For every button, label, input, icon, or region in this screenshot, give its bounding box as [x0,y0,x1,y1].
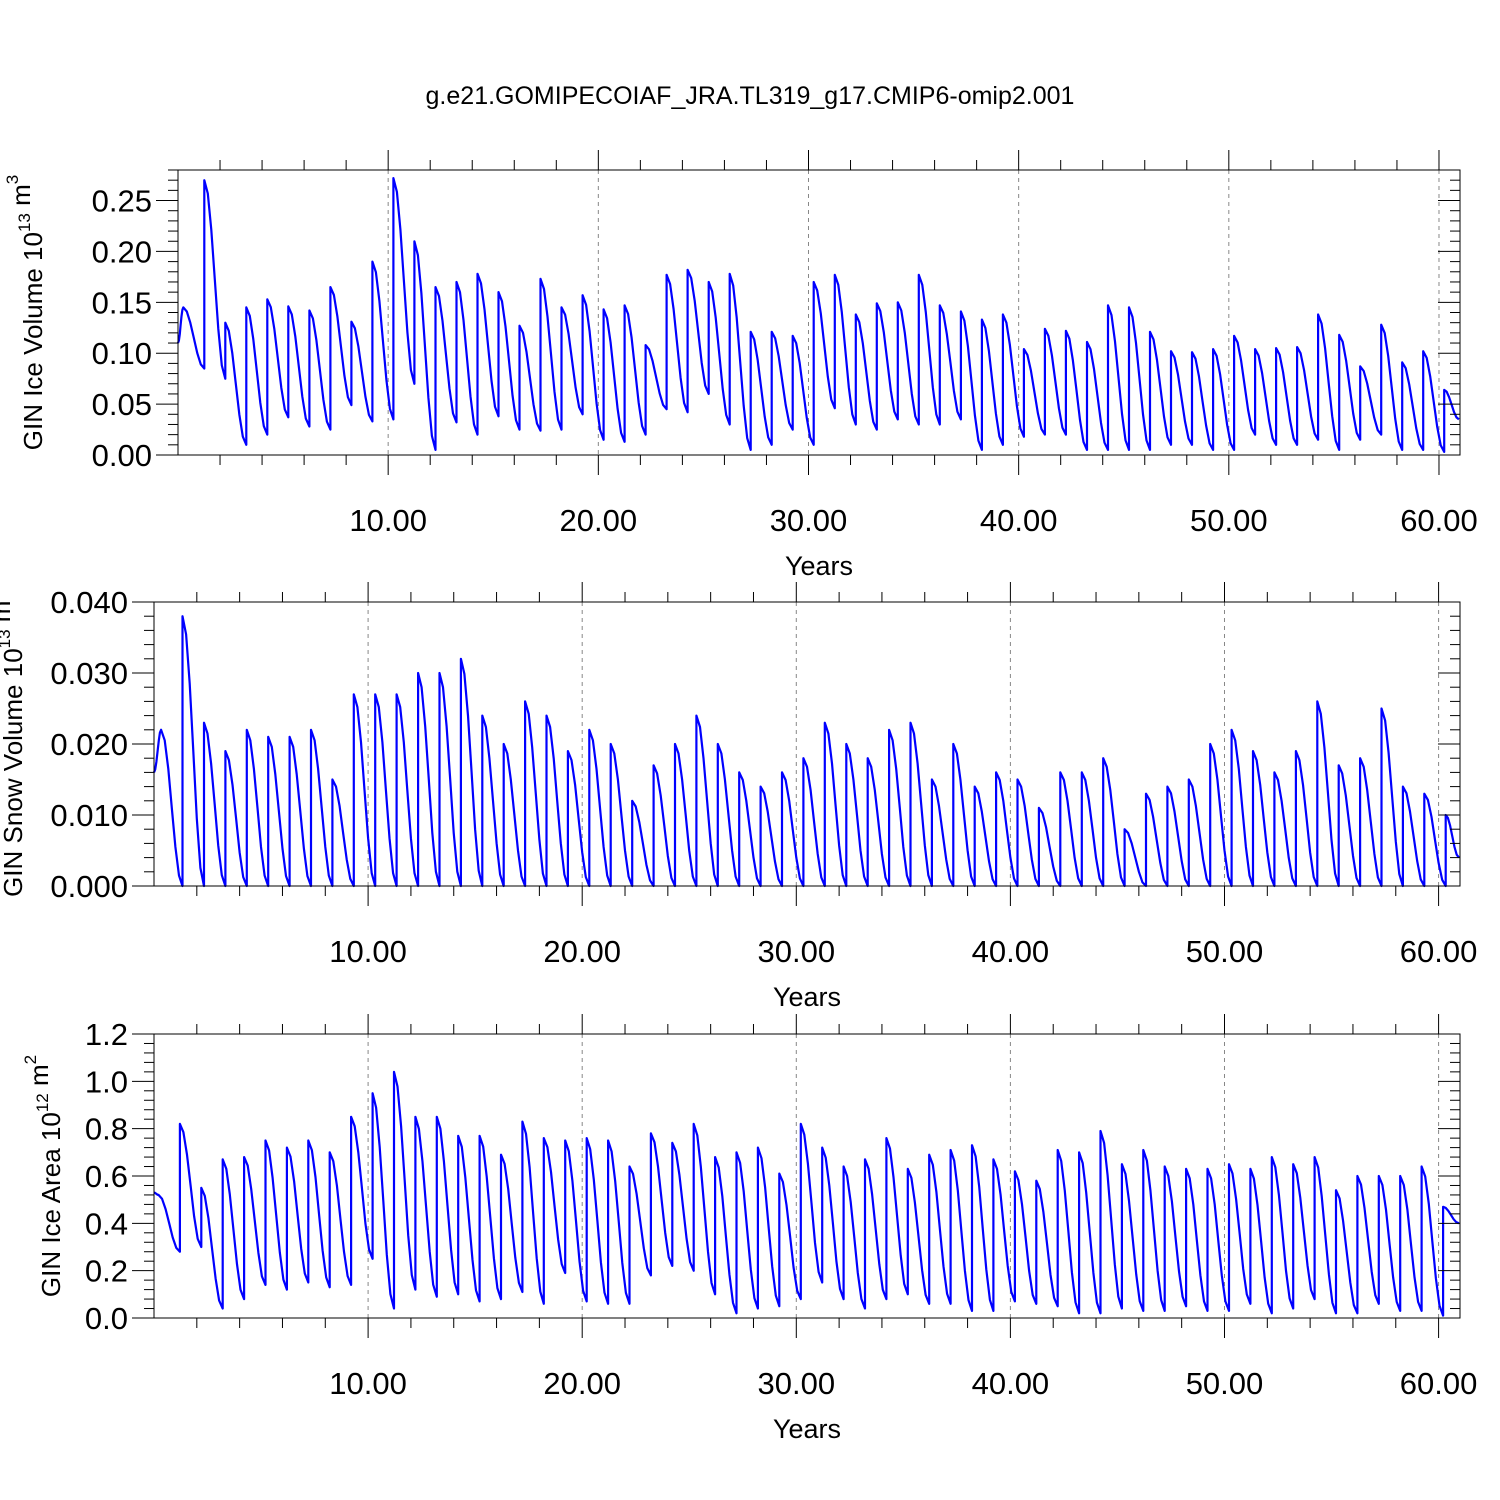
ice-volume-x-tick-label: 30.00 [770,503,848,538]
ice-volume-y-tick-label: 0.00 [92,438,152,473]
ice-volume-y-tick-label: 0.20 [92,234,152,269]
ice-volume-y-tick-label: 0.15 [92,285,152,320]
ice-volume-y-tick-label: 0.05 [92,387,152,422]
snow-volume-x-axis-label: Years [773,982,841,1012]
ice-area-y-tick-label: 0.0 [85,1301,128,1336]
snow-volume-y-axis-label: GIN Snow Volume 1013 m3 [0,591,28,897]
ice-volume-y-tick-label: 0.25 [92,184,152,219]
ice-area-x-tick-label: 50.00 [1186,1366,1264,1401]
ice-area-y-tick-label: 0.8 [85,1112,128,1147]
ice-volume-x-tick-label: 40.00 [980,503,1058,538]
ice-volume-x-tick-label: 10.00 [349,503,427,538]
ice-area-x-tick-label: 30.00 [758,1366,836,1401]
ice-volume-panel: 10.00 20.00 30.00 40.00 50.00 60.00 0.00 0.05 0.… [3,150,1478,581]
snow-volume-x-tick-label: 20.00 [543,934,621,969]
snow-volume-x-tick-label: 60.00 [1400,934,1478,969]
ice-area-x-tick-label: 20.00 [543,1366,621,1401]
ice-volume-x-axis-label: Years [785,551,853,581]
ice-volume-y-tick-label: 0.10 [92,336,152,371]
ice-area-x-axis-label: Years [773,1414,841,1444]
ice-volume-series-line [176,177,1460,453]
ice-area-x-tick-label: 60.00 [1400,1366,1478,1401]
ice-area-series-line [153,1070,1460,1317]
ice-area-y-axis-label: GIN Ice Area 1012 m2 [21,1055,66,1297]
snow-volume-x-tick-label: 10.00 [329,934,407,969]
snow-volume-y-tick-label: 0.000 [50,869,128,904]
ice-area-y-tick-label: 1.0 [85,1064,128,1099]
ice-area-x-tick-label: 10.00 [329,1366,407,1401]
snow-volume-y-tick-label: 0.040 [50,585,128,620]
snow-volume-y-tick-label: 0.020 [50,727,128,762]
ice-volume-x-tick-label: 60.00 [1400,503,1478,538]
ice-area-y-tick-label: 0.2 [85,1254,128,1289]
ice-volume-y-axis-label: GIN Ice Volume 1013 m3 [3,175,48,451]
snow-volume-plot-frame [153,601,1461,887]
snow-volume-y-tick-label: 0.010 [50,798,128,833]
ice-volume-x-tick-label: 20.00 [560,503,638,538]
figure-title: g.e21.GOMIPECOIAF_JRA.TL319_g17.CMIP6-om… [425,82,1075,110]
snow-volume-x-tick-label: 40.00 [972,934,1050,969]
ice-area-y-tick-label: 0.6 [85,1159,128,1194]
ice-area-panel: 10.00 20.00 30.00 40.00 50.00 60.00 0.0 0.2 0.4 0… [21,1014,1477,1444]
ice-area-x-tick-label: 40.00 [972,1366,1050,1401]
snow-volume-panel: 10.00 20.00 30.00 40.00 50.00 60.00 0.000 0.010… [0,582,1477,1012]
snow-volume-x-tick-label: 50.00 [1186,934,1264,969]
ice-area-y-tick-label: 0.4 [85,1206,128,1241]
ice-area-y-tick-label: 1.2 [85,1017,128,1052]
ice-volume-x-tick-label: 50.00 [1190,503,1268,538]
snow-volume-y-tick-label: 0.030 [50,656,128,691]
snow-volume-x-tick-label: 30.00 [758,934,836,969]
snow-volume-series-line [152,615,1460,888]
